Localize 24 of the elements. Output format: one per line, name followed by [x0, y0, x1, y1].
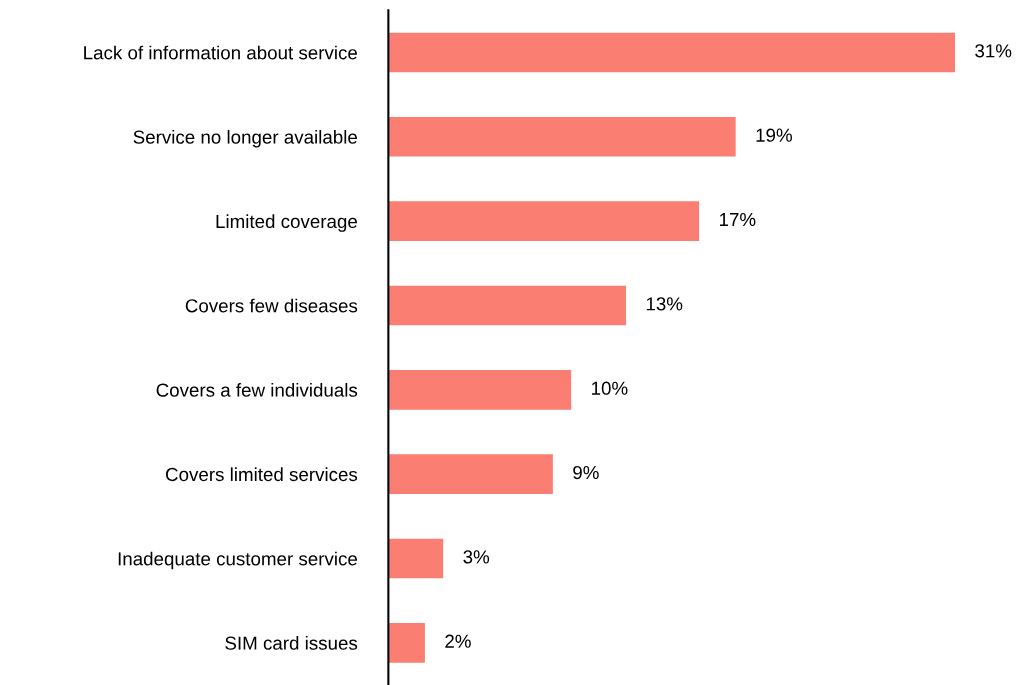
bar [388, 201, 700, 241]
y-tick-label: Covers few diseases [185, 298, 358, 313]
y-tick-label: Service no longer available [133, 129, 357, 148]
bar [388, 369, 572, 410]
bar [388, 116, 736, 157]
y-tick-label: Lack of information about service [84, 45, 357, 60]
data-label: 13% [646, 297, 683, 311]
y-tick-label: Inadequate customer service [118, 551, 357, 570]
y-tick-label: Limited coverage [216, 214, 357, 232]
data-label: 31% [975, 44, 1012, 58]
data-label: 10% [592, 381, 628, 395]
data-label: 17% [719, 212, 756, 227]
y-tick-label: SIM card issues [225, 636, 358, 650]
bar [388, 454, 553, 494]
data-label: 2% [445, 634, 471, 648]
bar [388, 538, 444, 579]
y-tick-label: Covers a few individuals [156, 383, 358, 397]
bar [388, 623, 425, 663]
data-label: 19% [756, 128, 792, 142]
data-label: 3% [463, 550, 490, 564]
bar [388, 32, 956, 73]
y-tick-label: Covers limited services [166, 467, 358, 482]
bar [388, 285, 626, 326]
data-label: 9% [573, 465, 599, 480]
